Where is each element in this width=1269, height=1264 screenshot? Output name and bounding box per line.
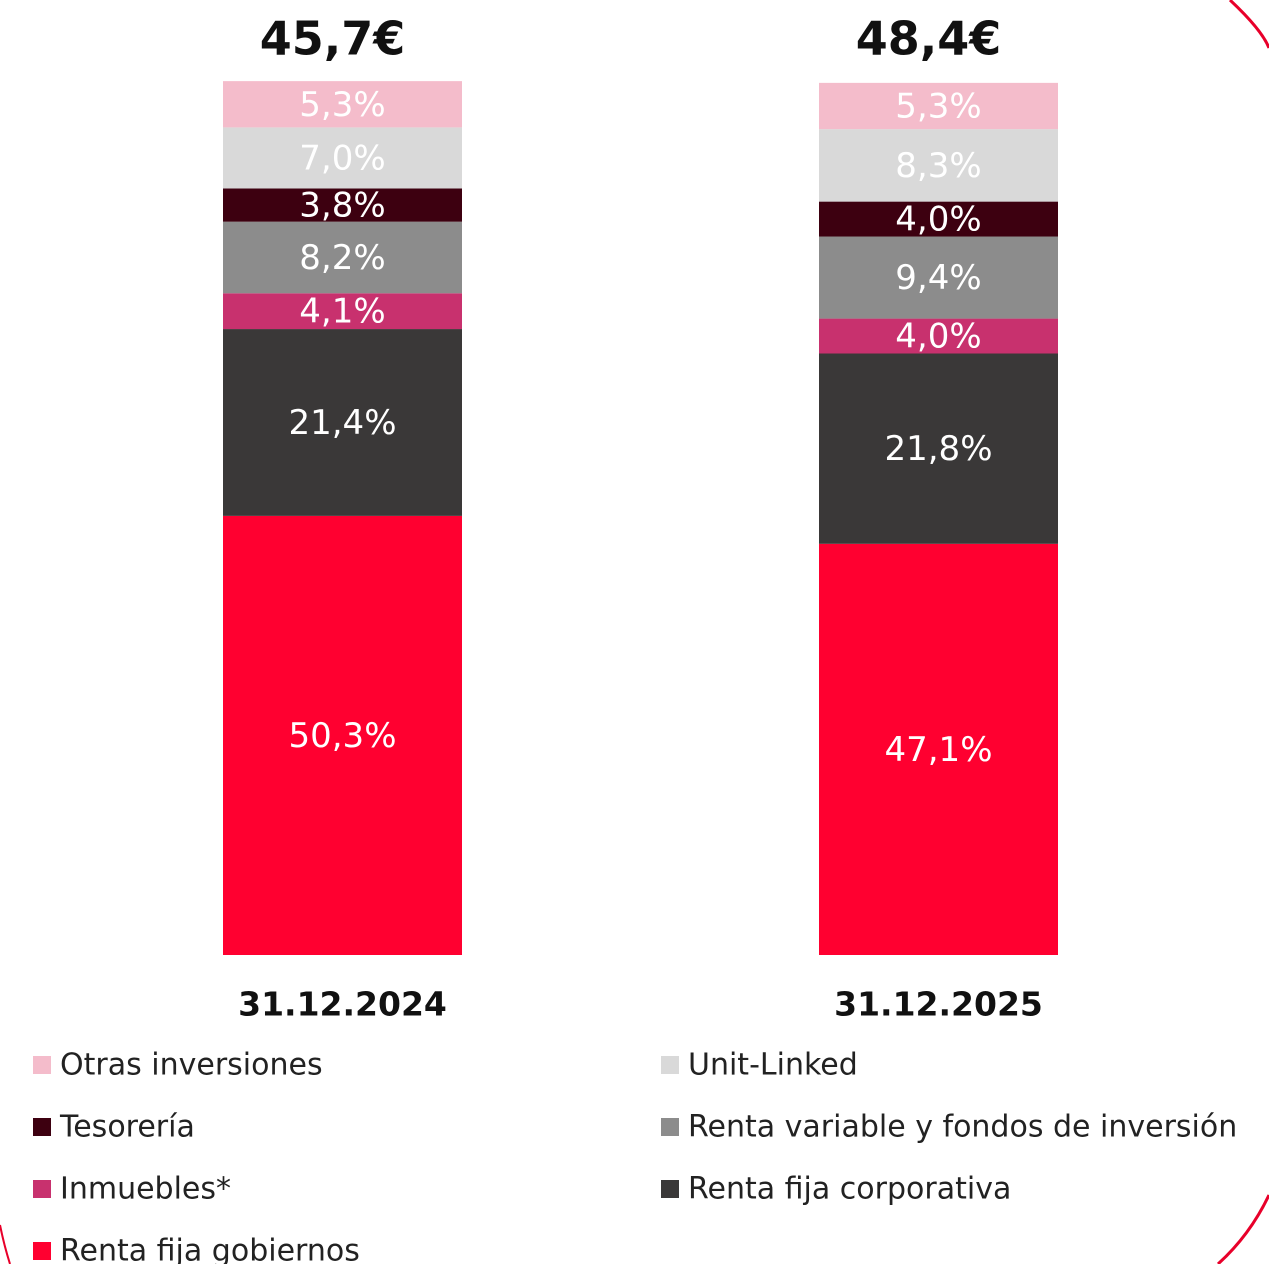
segment-label: 8,2% — [299, 238, 385, 278]
bar-segment — [819, 236, 1058, 319]
legend-label: Otras inversiones — [60, 1048, 323, 1083]
category-label: 31.12.2024 — [238, 985, 447, 1024]
segment-label: 50,3% — [288, 716, 396, 756]
segment-label: 9,4% — [895, 258, 981, 298]
segment-label: 4,0% — [895, 200, 981, 240]
total-label: 45,7€ — [260, 12, 406, 66]
bar-segment — [819, 353, 1058, 544]
bar-segment — [819, 82, 1058, 130]
segment-label: 21,4% — [288, 403, 396, 443]
decor-arc — [0, 1224, 11, 1264]
legend-swatch — [33, 1180, 51, 1198]
segment-label: 8,3% — [895, 146, 981, 186]
legend-label: Tesorería — [59, 1110, 195, 1145]
segment-label: 47,1% — [884, 730, 992, 770]
bar-segment — [223, 188, 462, 222]
segment-label: 5,3% — [299, 85, 385, 125]
bar-segment — [223, 293, 462, 330]
bar-segment — [223, 221, 462, 294]
decor-arc — [1216, 1194, 1269, 1264]
bar-segment — [223, 81, 462, 128]
legend-swatch — [33, 1118, 51, 1136]
legend-swatch — [33, 1242, 51, 1260]
bar-segment — [223, 515, 462, 955]
legend-swatch — [661, 1118, 679, 1136]
decor-arc — [1228, 0, 1269, 49]
bar-segment — [223, 329, 462, 516]
segment-label: 21,8% — [884, 429, 992, 469]
bar-segment — [223, 127, 462, 189]
legend-label: Renta fija corporativa — [688, 1172, 1011, 1207]
bar-segment — [819, 201, 1058, 237]
legend-label: Renta fija gobiernos — [60, 1234, 360, 1264]
legend-label: Unit-Linked — [688, 1048, 858, 1083]
segment-label: 4,0% — [895, 317, 981, 357]
legend-label: Inmuebles* — [60, 1172, 231, 1207]
legend-swatch — [661, 1180, 679, 1198]
segment-label: 5,3% — [895, 87, 981, 127]
bar-segment — [819, 543, 1058, 955]
category-label: 31.12.2025 — [834, 985, 1043, 1024]
segment-label: 3,8% — [299, 186, 385, 226]
bar-segment — [819, 318, 1058, 354]
legend-label: Renta variable y fondos de inversión — [688, 1110, 1237, 1145]
total-label: 48,4€ — [856, 12, 1002, 66]
legend-swatch — [33, 1056, 51, 1074]
segment-label: 4,1% — [299, 292, 385, 332]
legend-swatch — [661, 1056, 679, 1074]
bar-segment — [819, 129, 1058, 202]
segment-label: 7,0% — [299, 138, 385, 178]
